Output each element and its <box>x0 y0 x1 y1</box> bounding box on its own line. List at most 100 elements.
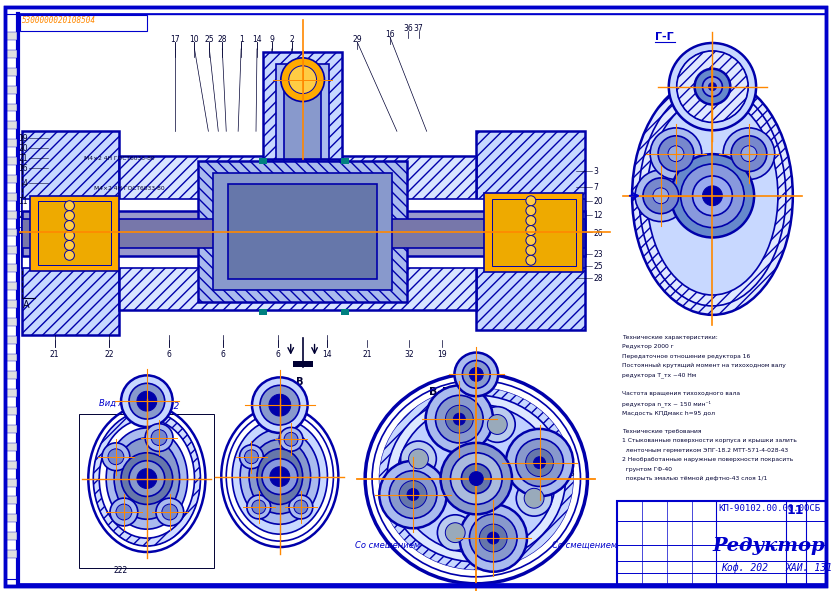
Bar <box>263 52 342 159</box>
Circle shape <box>435 396 482 443</box>
Text: 21: 21 <box>362 350 371 359</box>
Bar <box>6 246 17 254</box>
Circle shape <box>252 377 308 433</box>
Bar <box>492 199 575 266</box>
Bar <box>22 211 584 256</box>
Circle shape <box>701 186 721 206</box>
Circle shape <box>525 449 553 477</box>
Text: Ø8 d9: Ø8 d9 <box>401 216 420 221</box>
Text: 28: 28 <box>217 35 227 44</box>
Text: Передаточное отношение редуктора 16: Передаточное отношение редуктора 16 <box>621 353 750 359</box>
Text: 23: 23 <box>593 250 602 259</box>
Text: 27: 27 <box>18 227 28 235</box>
Bar <box>6 228 17 237</box>
Circle shape <box>247 495 270 519</box>
Circle shape <box>657 136 693 171</box>
Circle shape <box>408 449 428 469</box>
Bar <box>22 131 119 334</box>
Bar <box>6 104 17 111</box>
Circle shape <box>288 66 316 94</box>
Circle shape <box>64 201 74 211</box>
Bar <box>6 211 17 219</box>
Circle shape <box>469 514 517 562</box>
Text: 16: 16 <box>385 30 395 39</box>
Circle shape <box>652 188 668 204</box>
Bar <box>6 264 17 272</box>
Text: ХАИ. 131 гр.: ХАИ. 131 гр. <box>785 563 836 573</box>
Bar <box>198 161 406 302</box>
Bar <box>6 407 17 415</box>
Bar <box>263 52 342 159</box>
Bar <box>30 196 119 271</box>
Text: грунтом ГФ-40: грунтом ГФ-40 <box>621 467 671 471</box>
Text: 22: 22 <box>104 350 114 359</box>
Bar <box>6 425 17 433</box>
Text: М4×2 4Н ГОСТ6033-80: М4×2 4Н ГОСТ6033-80 <box>84 156 155 161</box>
Circle shape <box>137 468 156 489</box>
Circle shape <box>445 405 472 433</box>
Circle shape <box>129 383 165 419</box>
Text: 16: 16 <box>18 164 28 173</box>
Circle shape <box>437 515 472 550</box>
Circle shape <box>280 58 324 101</box>
Text: Со смещением: Со смещением <box>354 541 420 550</box>
Circle shape <box>525 196 535 206</box>
Circle shape <box>691 176 732 216</box>
Circle shape <box>252 500 265 514</box>
Text: 11: 11 <box>786 505 803 517</box>
Text: 25: 25 <box>593 262 602 271</box>
Circle shape <box>461 464 491 493</box>
Circle shape <box>293 500 308 514</box>
Text: Постоянный крутящий момент на тихоходном валу: Постоянный крутящий момент на тихоходном… <box>621 363 785 368</box>
Text: 20: 20 <box>593 197 602 206</box>
Bar <box>6 122 17 129</box>
Bar <box>6 157 17 165</box>
Bar <box>6 479 17 486</box>
Circle shape <box>701 76 721 97</box>
Bar <box>6 336 17 343</box>
Bar <box>6 353 17 362</box>
Circle shape <box>145 423 173 451</box>
Text: 32: 32 <box>404 350 413 359</box>
Text: Масдость КПДмакс h=95 дол: Масдость КПДмакс h=95 дол <box>621 410 714 415</box>
Circle shape <box>129 461 165 496</box>
Bar <box>6 68 17 76</box>
Circle shape <box>680 164 743 228</box>
Text: 5300000020108504: 5300000020108504 <box>22 16 95 25</box>
Text: Вид А №2: Вид А №2 <box>99 399 141 408</box>
Text: 4: 4 <box>23 179 28 188</box>
Text: Технические характеристики:: Технические характеристики: <box>621 334 717 340</box>
Bar <box>293 362 312 368</box>
Bar <box>198 161 406 302</box>
Circle shape <box>515 439 563 486</box>
Ellipse shape <box>232 419 327 534</box>
Text: 10: 10 <box>190 35 199 44</box>
Circle shape <box>389 471 436 518</box>
Circle shape <box>440 443 512 514</box>
Bar <box>6 50 17 58</box>
Text: 29: 29 <box>352 35 362 44</box>
Bar <box>119 156 476 310</box>
Circle shape <box>137 391 156 411</box>
Text: 14: 14 <box>252 35 262 44</box>
Text: 1 Стыкованные поверхности корпуса и крышки залить: 1 Стыкованные поверхности корпуса и крыш… <box>621 438 796 444</box>
Circle shape <box>469 471 482 486</box>
Text: 3: 3 <box>593 167 598 176</box>
Text: 6: 6 <box>166 350 171 359</box>
Circle shape <box>399 480 426 508</box>
Text: Редуктор: Редуктор <box>711 537 824 555</box>
Bar <box>6 300 17 308</box>
Text: Частота вращения тихоходного вала: Частота вращения тихоходного вала <box>621 391 739 396</box>
Ellipse shape <box>396 404 555 553</box>
Text: В-В: В-В <box>428 387 450 397</box>
Text: редуктора n_тх ~ 150 мин⁻¹: редуктора n_тх ~ 150 мин⁻¹ <box>621 401 710 407</box>
Text: 14: 14 <box>322 350 332 359</box>
Text: 6: 6 <box>275 350 280 359</box>
Bar <box>6 32 17 40</box>
Text: 20: 20 <box>18 144 28 153</box>
Ellipse shape <box>249 439 310 514</box>
Text: 36: 36 <box>402 24 412 33</box>
Circle shape <box>516 480 551 516</box>
Circle shape <box>694 69 730 104</box>
Circle shape <box>239 445 263 468</box>
